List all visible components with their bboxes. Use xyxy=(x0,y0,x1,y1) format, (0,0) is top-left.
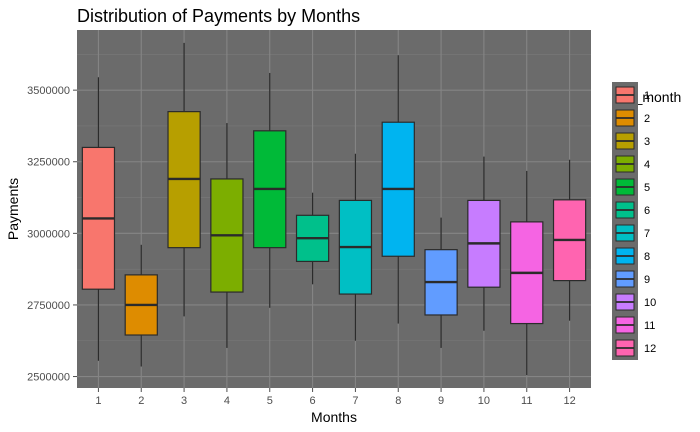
x-tick-label: 9 xyxy=(438,395,444,407)
x-tick-label: 5 xyxy=(267,395,273,407)
x-tick-label: 7 xyxy=(352,395,358,407)
box-month-1 xyxy=(81,77,116,361)
x-axis: 1 2 3 4 5 6 7 8 9 10 11 12 xyxy=(95,388,576,407)
legend-label: 7 xyxy=(644,228,650,240)
box-month-12 xyxy=(552,159,587,321)
x-tick-label: 4 xyxy=(224,395,230,407)
legend-item-2: 2 xyxy=(615,109,650,127)
legend-key-background xyxy=(612,82,638,360)
y-tick-label: 2750000 xyxy=(27,300,70,312)
y-tick-label: 3500000 xyxy=(27,85,70,97)
legend-item-10: 10 xyxy=(615,293,656,311)
legend-label: 12 xyxy=(644,343,656,355)
legend-item-12: 12 xyxy=(615,339,656,357)
legend-item-11: 11 xyxy=(615,316,655,334)
legend-label: 3 xyxy=(644,136,650,148)
y-tick-label: 3250000 xyxy=(27,157,70,169)
box-month-2 xyxy=(124,244,158,367)
x-tick-label: 1 xyxy=(95,395,101,407)
legend-label: 10 xyxy=(644,297,656,309)
legend-item-8: 8 xyxy=(615,247,650,265)
x-tick-label: 6 xyxy=(310,395,316,407)
legend-label: 9 xyxy=(644,274,650,286)
x-tick-label: 3 xyxy=(181,395,187,407)
y-axis: 2500000 2750000 3000000 3250000 3500000 xyxy=(27,85,77,384)
box-month-11 xyxy=(510,170,544,376)
legend-item-9: 9 xyxy=(615,270,650,288)
x-axis-title: Months xyxy=(311,409,357,425)
y-tick-label: 2500000 xyxy=(27,372,70,384)
legend-label: 6 xyxy=(644,205,650,217)
box-month-3 xyxy=(167,42,201,317)
x-tick-label: 8 xyxy=(395,395,401,407)
legend-item-5: 5 xyxy=(615,178,650,196)
x-tick-label: 10 xyxy=(478,395,490,407)
box-month-9 xyxy=(424,217,458,348)
legend-item-1: 1 xyxy=(615,86,650,104)
legend-item-3: 3 xyxy=(615,132,650,150)
legend-label: 5 xyxy=(644,182,650,194)
box-month-4 xyxy=(210,123,244,348)
legend-label: 1 xyxy=(644,90,650,102)
legend-item-4: 4 xyxy=(615,155,650,173)
legend-label: 4 xyxy=(644,159,650,171)
box-month-7 xyxy=(338,153,373,341)
legend-label: 2 xyxy=(644,113,650,125)
chart-title: Distribution of Payments by Months xyxy=(77,6,360,26)
x-tick-label: 2 xyxy=(138,395,144,407)
box-month-10 xyxy=(467,156,501,331)
boxes xyxy=(81,42,587,376)
legend-label: 8 xyxy=(644,251,650,263)
box-month-5 xyxy=(253,72,287,308)
x-tick-label: 12 xyxy=(563,395,575,407)
x-tick-label: 11 xyxy=(521,395,532,407)
legend-item-7: 7 xyxy=(615,224,650,242)
box-month-6 xyxy=(295,192,330,285)
y-axis-title: Payments xyxy=(5,178,21,240)
y-tick-label: 3000000 xyxy=(27,228,70,240)
legend-label: 11 xyxy=(644,320,655,332)
box-month-8 xyxy=(381,55,415,324)
legend-item-6: 6 xyxy=(615,201,650,219)
